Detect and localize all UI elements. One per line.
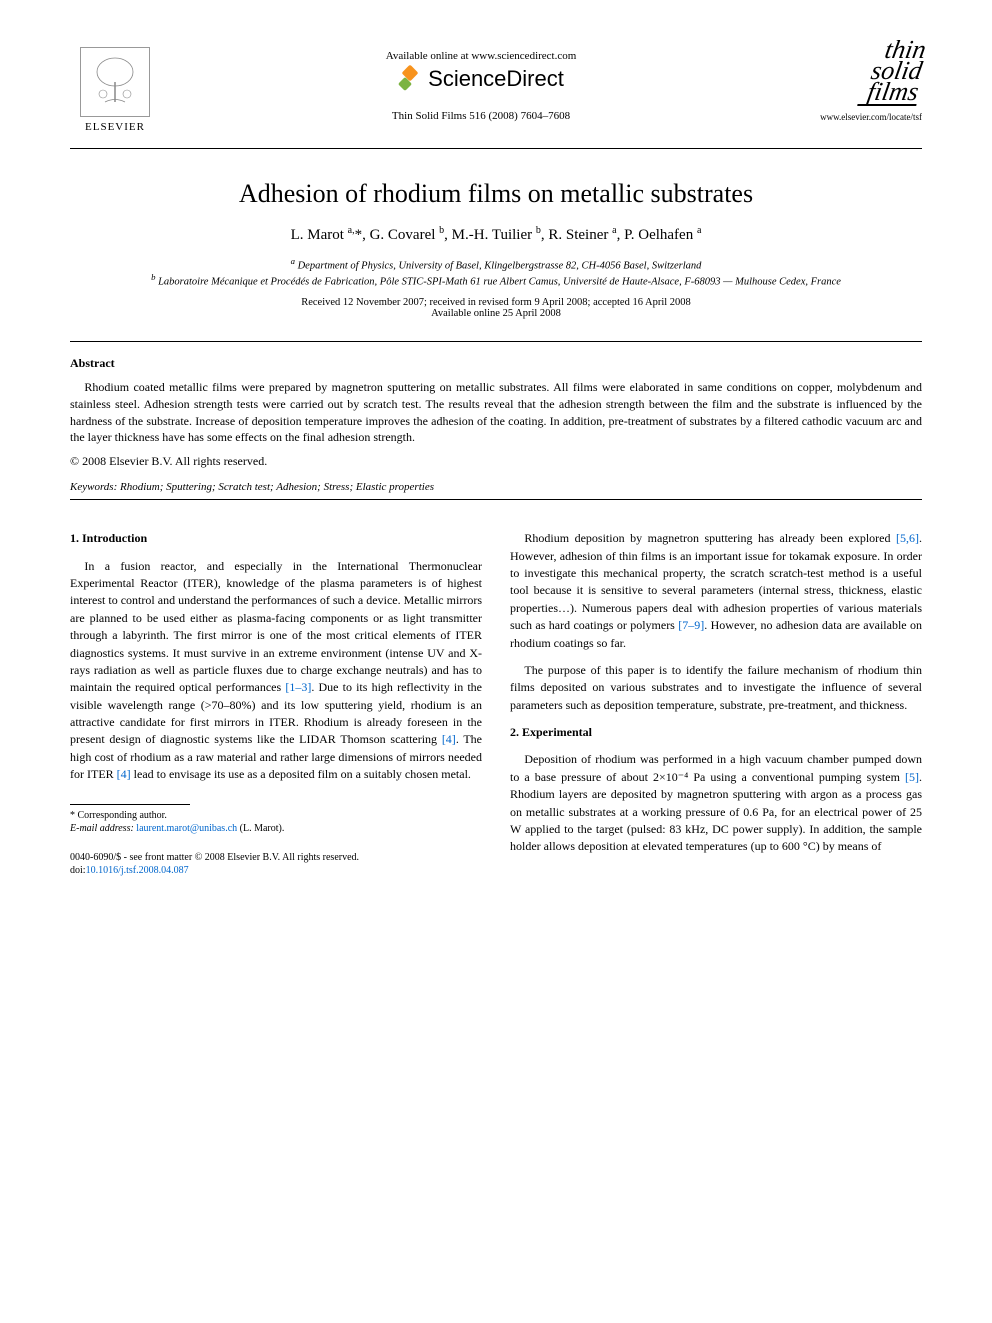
affiliation-b-text: Laboratoire Mécanique et Procédés de Fab… (158, 276, 841, 287)
author-1: L. Marot a,* (291, 227, 363, 243)
doi-line: doi:10.1016/j.tsf.2008.04.087 (70, 864, 482, 877)
author-2: G. Covarel b (370, 227, 445, 243)
abstract-copyright: © 2008 Elsevier B.V. All rights reserved… (70, 454, 922, 469)
ref-link-5-6[interactable]: [5,6] (896, 531, 919, 545)
ref-link-1-3[interactable]: [1–3] (285, 680, 311, 694)
header-rule (70, 148, 922, 149)
intro-p1-a: In a fusion reactor, and especially in t… (70, 559, 482, 695)
abstract-heading: Abstract (70, 356, 922, 371)
header-row: ELSEVIER Available online at www.science… (70, 40, 922, 140)
intro-p2-b: . However, adhesion of thin films is an … (510, 531, 922, 632)
intro-paragraph-2: Rhodium deposition by magnetron sputteri… (510, 530, 922, 652)
abstract-body: Rhodium coated metallic films were prepa… (70, 379, 922, 446)
email-who: (L. Marot). (240, 823, 285, 834)
affiliation-a-text: Department of Physics, University of Bas… (298, 261, 702, 272)
corresponding-author-footnote: * Corresponding author. E-mail address: … (70, 809, 482, 835)
affiliation-b: b Laboratoire Mécanique et Procédés de F… (70, 272, 922, 288)
footnote-rule (70, 804, 190, 805)
right-column: Rhodium deposition by magnetron sputteri… (510, 530, 922, 876)
keywords-line: Keywords: Rhodium; Sputtering; Scratch t… (70, 481, 922, 493)
abstract-top-rule (70, 341, 922, 342)
experimental-paragraph-1: Deposition of rhodium was performed in a… (510, 751, 922, 855)
abstract-text: Rhodium coated metallic films were prepa… (70, 379, 922, 446)
dates-line1: Received 12 November 2007; received in r… (70, 297, 922, 308)
sciencedirect-swoosh-icon (398, 67, 422, 91)
intro-p2-a: Rhodium deposition by magnetron sputteri… (524, 531, 896, 545)
email-link[interactable]: laurent.marot@unibas.ch (136, 823, 237, 834)
email-label: E-mail address: (70, 823, 134, 834)
dates-line2: Available online 25 April 2008 (70, 308, 922, 319)
article-title: Adhesion of rhodium films on metallic su… (70, 179, 922, 209)
article-dates: Received 12 November 2007; received in r… (70, 297, 922, 319)
ref-link-4b[interactable]: [4] (117, 767, 131, 781)
journal-url: www.elsevier.com/locate/tsf (802, 112, 922, 122)
elsevier-tree-icon (80, 47, 150, 117)
body-columns: 1. Introduction In a fusion reactor, and… (70, 530, 922, 876)
doi-link[interactable]: 10.1016/j.tsf.2008.04.087 (86, 865, 189, 876)
ref-link-4a[interactable]: [4] (442, 732, 456, 746)
corr-author-email-line: E-mail address: laurent.marot@unibas.ch … (70, 822, 482, 835)
author-4: R. Steiner a (548, 227, 616, 243)
intro-paragraph-1: In a fusion reactor, and especially in t… (70, 558, 482, 784)
keywords-label: Keywords: (70, 481, 117, 493)
sciencedirect-logo: ScienceDirect (160, 66, 802, 92)
keywords-values: Rhodium; Sputtering; Scratch test; Adhes… (120, 481, 434, 493)
ref-link-7-9[interactable]: [7–9] (678, 618, 704, 632)
abstract-bottom-rule (70, 499, 922, 500)
introduction-heading: 1. Introduction (70, 530, 482, 547)
tsf-line3: films (866, 77, 922, 106)
ref-link-5[interactable]: [5] (905, 770, 919, 784)
issn-line: 0040-6090/$ - see front matter © 2008 El… (70, 851, 482, 864)
journal-logo: thin solid films www.elsevier.com/locate… (802, 40, 922, 122)
page-footer: 0040-6090/$ - see front matter © 2008 El… (70, 851, 482, 877)
thin-solid-films-logo: thin solid films (858, 40, 928, 106)
intro-p1-d: lead to envisage its use as a deposited … (131, 767, 471, 781)
elsevier-logo: ELSEVIER (70, 40, 160, 140)
sciencedirect-text: ScienceDirect (428, 66, 564, 92)
left-column: 1. Introduction In a fusion reactor, and… (70, 530, 482, 876)
elsevier-label: ELSEVIER (85, 121, 145, 133)
experimental-heading: 2. Experimental (510, 724, 922, 741)
affiliation-a: a Department of Physics, University of B… (70, 256, 922, 272)
affiliations: a Department of Physics, University of B… (70, 256, 922, 287)
corr-author-label: * Corresponding author. (70, 809, 482, 822)
intro-paragraph-3: The purpose of this paper is to identify… (510, 662, 922, 714)
journal-reference: Thin Solid Films 516 (2008) 7604–7608 (160, 110, 802, 122)
authors-line: L. Marot a,*, G. Covarel b, M.-H. Tuilie… (70, 225, 922, 244)
available-online-text: Available online at www.sciencedirect.co… (160, 50, 802, 62)
center-header: Available online at www.sciencedirect.co… (160, 40, 802, 122)
author-5: P. Oelhafen a (624, 227, 701, 243)
author-3: M.-H. Tuilier b (452, 227, 541, 243)
doi-label: doi: (70, 865, 86, 876)
exp-p1-a: Deposition of rhodium was performed in a… (510, 752, 922, 783)
